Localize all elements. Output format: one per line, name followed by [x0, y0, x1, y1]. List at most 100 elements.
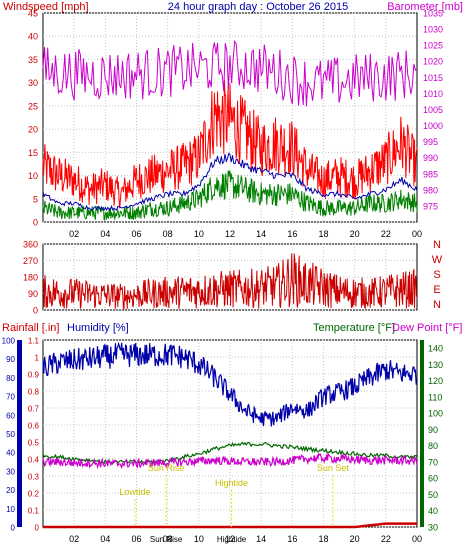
temperature-y-tick-label: 120	[428, 376, 443, 386]
temperature-y-tick-label: 110	[428, 392, 442, 402]
direction-y-tick-label: 90	[28, 289, 38, 299]
compass-label: E	[433, 284, 440, 296]
event-bottom-label: Hightide	[217, 535, 247, 544]
lower-x-tick-label: 22	[381, 534, 391, 544]
temperature-y-tick-label: 50	[428, 490, 438, 500]
humidity-series	[42, 341, 418, 427]
event-label: Sun Rise	[148, 463, 185, 473]
barometer-y-tick-label: 985	[423, 169, 438, 179]
event-bottom-label: Sun Rise	[150, 535, 183, 544]
barometer-y-tick-label: 990	[423, 153, 438, 163]
rain-y-tick-label: 1.1	[28, 337, 40, 346]
direction-y-tick-label: 0	[33, 306, 38, 316]
rain-y-tick-label: 0.3	[28, 473, 40, 482]
wind-direction-series	[42, 253, 418, 310]
temperature-y-tick-label: 100	[428, 409, 443, 419]
wind-y-tick-label: 10	[28, 171, 38, 181]
wind-y-tick-label: 5	[33, 194, 38, 204]
rainfall-series	[43, 522, 417, 529]
rain-y-tick-label: 0.5	[28, 439, 40, 448]
lower-x-tick-label: 06	[131, 534, 141, 544]
humidity-y-tick-label: 60	[6, 411, 15, 420]
compass-label: S	[433, 269, 440, 281]
barometer-axis-title: Barometer [mb]	[387, 1, 463, 13]
wind-y-tick-label: 0	[33, 218, 38, 228]
rain-y-tick-label: 0.4	[28, 456, 40, 465]
event-label: Lowtide	[119, 487, 150, 497]
wind-y-tick-label: 30	[28, 78, 38, 88]
rain-y-tick-label: 1	[35, 354, 40, 363]
wind-x-tick-label: 16	[287, 229, 297, 239]
wind-x-tick-label: 10	[194, 229, 204, 239]
humidity-y-tick-label: 40	[6, 449, 15, 458]
wind-gust-series	[42, 79, 418, 209]
event-label: Hightide	[215, 478, 248, 488]
barometer-y-tick-label: 1000	[423, 121, 443, 131]
rain-y-tick-label: 0.6	[28, 422, 40, 431]
barometer-y-tick-label: 1020	[423, 57, 443, 67]
humidity-y-tick-label: 80	[6, 374, 15, 383]
wind-x-tick-label: 00	[412, 229, 422, 239]
wind-x-tick-label: 02	[69, 229, 79, 239]
wind-y-tick-label: 35	[28, 55, 38, 65]
barometer-y-tick-label: 1015	[423, 73, 443, 83]
humidity-y-tick-label: 70	[6, 393, 15, 402]
temperature-y-tick-label: 130	[428, 360, 443, 370]
rain-y-tick-label: 0.7	[28, 405, 40, 414]
compass-label: N	[433, 299, 441, 311]
windspeed-axis-title: Windspeed [mph]	[3, 1, 89, 13]
lower-x-tick-label: 20	[350, 534, 360, 544]
temperature-y-tick-label: 30	[428, 523, 438, 533]
barometer-y-tick-label: 995	[423, 137, 438, 147]
lower-x-tick-label: 02	[69, 534, 79, 544]
humidity-axis-bar	[17, 340, 22, 527]
compass-label: W	[432, 254, 443, 266]
humidity-y-tick-label: 50	[6, 430, 15, 439]
barometer-y-tick-label: 975	[423, 201, 438, 211]
wind-x-tick-label: 18	[318, 229, 328, 239]
wind-x-tick-label: 14	[256, 229, 266, 239]
wind-average-series	[42, 152, 418, 212]
rain-y-tick-label: 0	[35, 524, 40, 533]
rain-y-tick-label: 0.1	[28, 507, 40, 516]
direction-y-tick-label: 180	[23, 273, 38, 283]
wind-y-tick-label: 20	[28, 125, 38, 135]
wind-x-tick-label: 04	[100, 229, 110, 239]
barometer-y-tick-label: 1035	[423, 9, 443, 19]
barometer-y-tick-label: 1005	[423, 105, 443, 115]
barometer-y-tick-label: 1010	[423, 89, 443, 99]
temperature-y-tick-label: 140	[428, 344, 443, 354]
lower-x-tick-label: 10	[194, 534, 204, 544]
wind-x-tick-label: 22	[381, 229, 391, 239]
barometer-y-tick-label: 1025	[423, 41, 443, 51]
wind-y-tick-label: 15	[28, 148, 38, 158]
wind-x-tick-label: 12	[225, 229, 235, 239]
lower-x-tick-label: 08	[163, 534, 173, 544]
humidity-y-tick-label: 100	[2, 337, 16, 346]
lower-x-tick-label: 16	[287, 534, 297, 544]
wind-x-tick-label: 20	[350, 229, 360, 239]
rain-y-tick-label: 0.2	[28, 490, 40, 499]
barometer-y-tick-label: 1030	[423, 25, 443, 35]
wind-x-tick-label: 06	[131, 229, 141, 239]
dewpoint-series	[42, 452, 418, 470]
wind-x-tick-label: 08	[163, 229, 173, 239]
humidity-y-tick-label: 20	[6, 486, 15, 495]
rain-y-tick-label: 0.8	[28, 388, 40, 397]
temperature-y-tick-label: 40	[428, 506, 438, 516]
wind-y-tick-label: 45	[28, 9, 38, 19]
rain-y-tick-label: 0.9	[28, 371, 40, 380]
lower-x-tick-label: 18	[318, 534, 328, 544]
temperature-axis-bar	[420, 340, 424, 527]
lower-x-tick-label: 00	[412, 534, 422, 544]
temperature-y-tick-label: 80	[428, 441, 438, 451]
direction-y-tick-label: 360	[23, 240, 38, 250]
direction-y-tick-label: 270	[23, 256, 38, 266]
temperature-y-tick-label: 60	[428, 474, 438, 484]
humidity-y-tick-label: 30	[6, 467, 15, 476]
wind-speed-series	[42, 170, 418, 221]
humidity-y-tick-label: 0	[11, 524, 16, 533]
event-label: Sun Set	[317, 463, 350, 473]
barometer-series	[42, 39, 418, 107]
barometer-y-tick-label: 980	[423, 185, 438, 195]
